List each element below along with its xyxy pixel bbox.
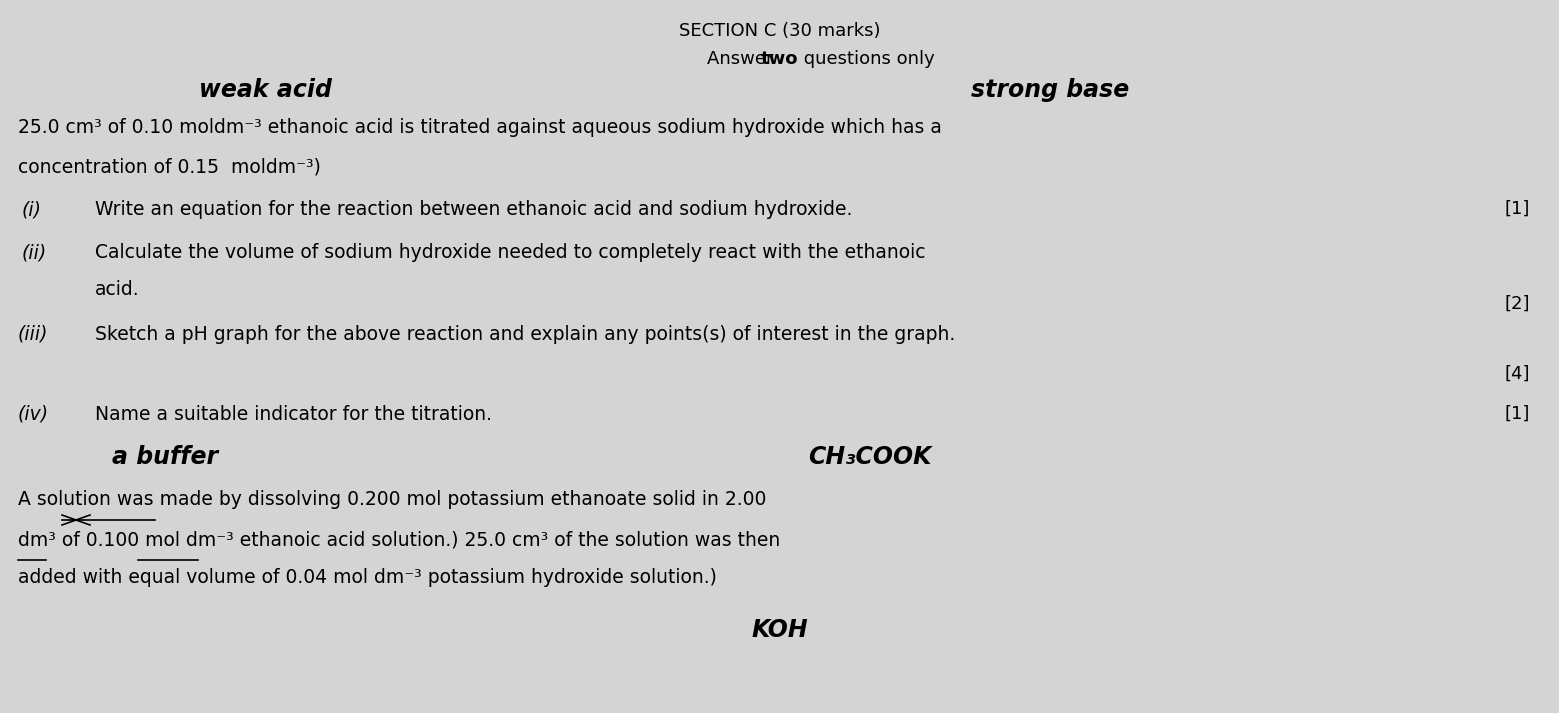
Text: a buffer: a buffer (112, 445, 218, 469)
Text: 25.0 cm³ of 0.10 moldm⁻³ ethanoic acid is titrated against aqueous sodium hydrox: 25.0 cm³ of 0.10 moldm⁻³ ethanoic acid i… (19, 118, 942, 137)
Text: (ii): (ii) (22, 243, 47, 262)
Text: [1]: [1] (1504, 405, 1529, 423)
Text: CH₃COOK: CH₃COOK (808, 445, 932, 469)
Text: Answer: Answer (708, 50, 780, 68)
Text: [2]: [2] (1504, 295, 1529, 313)
Text: (iv): (iv) (19, 405, 50, 424)
Text: [1]: [1] (1504, 200, 1529, 218)
Text: added with equal volume of 0.04 mol dm⁻³ potassium hydroxide solution.): added with equal volume of 0.04 mol dm⁻³… (19, 568, 717, 587)
Text: Write an equation for the reaction between ethanoic acid and sodium hydroxide.: Write an equation for the reaction betwe… (95, 200, 853, 219)
Text: dm³ of 0.100 mol dm⁻³ ethanoic acid solution.) 25.0 cm³ of the solution was then: dm³ of 0.100 mol dm⁻³ ethanoic acid solu… (19, 530, 780, 549)
Text: (i): (i) (22, 200, 42, 219)
Text: questions only: questions only (798, 50, 934, 68)
Text: acid.: acid. (95, 280, 140, 299)
Text: strong base: strong base (971, 78, 1129, 102)
Text: two: two (761, 50, 798, 68)
Text: Sketch a pH graph for the above reaction and explain any points(s) of interest i: Sketch a pH graph for the above reaction… (95, 325, 956, 344)
Text: [4]: [4] (1504, 365, 1529, 383)
Text: (iii): (iii) (19, 325, 48, 344)
Text: Name a suitable indicator for the titration.: Name a suitable indicator for the titrat… (95, 405, 493, 424)
Text: KOH: KOH (751, 618, 808, 642)
Text: concentration of 0.15  moldm⁻³): concentration of 0.15 moldm⁻³) (19, 158, 321, 177)
Text: Calculate the volume of sodium hydroxide needed to completely react with the eth: Calculate the volume of sodium hydroxide… (95, 243, 926, 262)
Text: weak acid: weak acid (198, 78, 332, 102)
Text: A solution was made by dissolving 0.200 mol potassium ethanoate solid in 2.00: A solution was made by dissolving 0.200 … (19, 490, 767, 509)
Text: SECTION C (30 marks): SECTION C (30 marks) (678, 22, 881, 40)
